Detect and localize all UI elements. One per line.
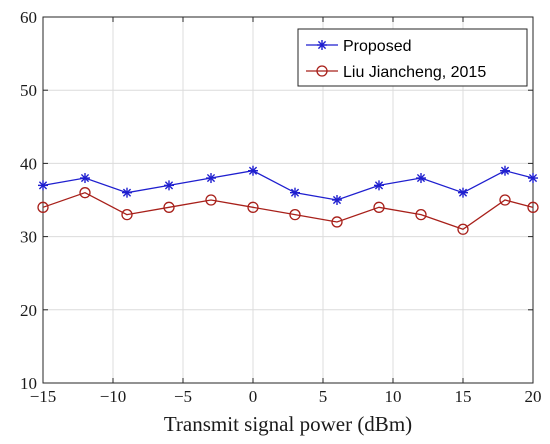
asterisk-stroke [500,166,510,175]
asterisk-stroke [416,173,426,183]
x-tick-label: −5 [174,387,192,406]
grid-lines [43,17,533,383]
y-tick-label: 30 [20,228,37,247]
x-tick-label: 10 [385,387,402,406]
y-tick-label: 20 [20,301,37,320]
asterisk-stroke [80,173,90,183]
data-point [163,201,175,213]
x-tick-label: 20 [525,387,542,406]
legend-box [297,28,528,87]
x-tick-label: 0 [249,387,258,406]
x-tick-label: 15 [455,387,472,406]
x-tick-label: −10 [100,387,127,406]
asterisk-stroke [332,195,342,205]
series-asterisk [38,165,538,205]
data-point [528,173,538,184]
asterisk-stroke [290,188,300,197]
data-point [500,165,510,176]
data-point [457,223,469,235]
series-layer [37,165,539,235]
data-point [122,187,132,198]
asterisk-stroke [38,181,48,190]
asterisk-stroke [374,181,384,190]
legend-label: Liu Jiancheng, 2015 [343,64,486,81]
x-axis-label: Transmit signal power (dBm) [164,412,412,436]
y-tick-label: 10 [20,374,37,393]
data-point [80,173,90,184]
series-circle [37,187,539,235]
asterisk-stroke [528,173,538,183]
x-tick-label: −15 [30,387,57,406]
asterisk-stroke [122,188,132,197]
data-point [289,208,301,221]
legend: Proposed Liu Jiancheng, 2015 [297,28,528,87]
plot-area-frame [42,16,534,384]
data-point [373,201,385,213]
legend-label: Proposed [343,38,412,55]
data-point [458,187,468,198]
series-line [42,191,534,231]
y-tick-label: 60 [20,8,37,27]
data-point [37,201,49,213]
data-point [316,65,328,77]
asterisk-stroke [458,188,468,197]
data-point [247,201,259,213]
data-point [248,165,258,176]
y-tick-label: 40 [20,154,37,173]
data-point [331,216,343,228]
asterisk-stroke [317,40,327,50]
data-point [332,195,342,205]
data-point [206,173,216,184]
data-point [205,194,217,206]
data-point [416,173,426,184]
axis-ticks: −15 −10 −5 0 5 10 15 20 10 20 30 40 50 60 [20,8,542,406]
data-point [415,208,427,221]
data-point [374,180,384,191]
x-tick-label: 5 [319,387,328,406]
data-point [121,208,133,221]
asterisk-stroke [248,166,258,175]
data-point [317,40,327,50]
y-tick-label: 50 [20,81,37,100]
data-point [38,180,48,191]
asterisk-stroke [206,173,216,183]
asterisk-stroke [164,181,174,190]
data-point [79,187,91,199]
data-point [290,187,300,198]
data-point [499,194,511,206]
data-point [527,201,539,213]
data-point [164,180,174,191]
